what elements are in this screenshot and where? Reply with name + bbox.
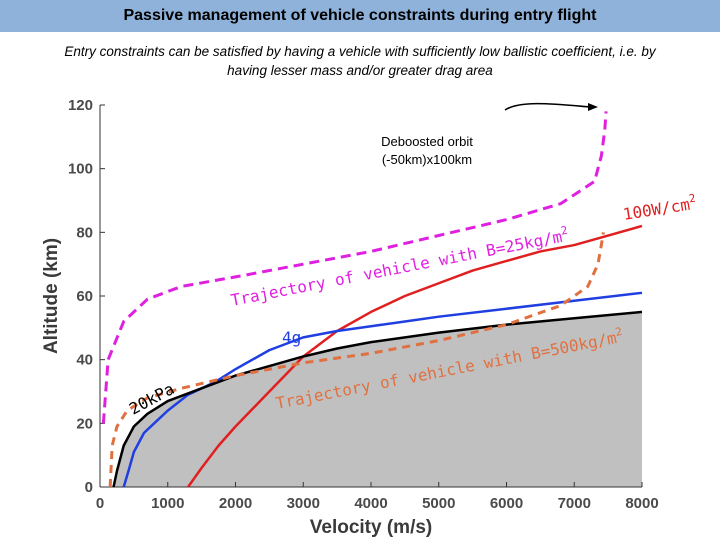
x-tick-label: 1000 — [151, 495, 184, 512]
subtitle-line-2: having lesser mass and/or greater drag a… — [227, 63, 493, 78]
x-tick-label: 2000 — [219, 495, 252, 512]
shaded-region — [113, 311, 643, 487]
heat-flux-line — [187, 224, 643, 488]
deboost-label-line1: Deboosted orbit — [381, 134, 473, 149]
x-tick-label: 7000 — [558, 495, 591, 512]
y-tick-label: 60 — [76, 288, 93, 305]
y-tick-label: 120 — [68, 97, 93, 114]
y-tick-label: 0 — [85, 479, 93, 496]
y-tick-label: 100 — [68, 161, 93, 178]
deboost-label-line2: (-50km)x100km — [382, 152, 472, 167]
x-axis-title: Velocity (m/s) — [310, 517, 433, 538]
deboost-arrow — [504, 102, 591, 111]
x-tick-label: 3000 — [287, 495, 320, 512]
x-tick-label: 8000 — [625, 495, 658, 512]
x-tick-label: 0 — [96, 495, 104, 512]
title-bar: Passive management of vehicle constraint… — [0, 0, 720, 32]
deboost-arrowhead — [588, 103, 598, 111]
y-tick-label: 40 — [76, 352, 93, 369]
trajectory-high-b-line — [108, 232, 605, 488]
g-load-label: 4g — [282, 328, 301, 347]
subtitle-line-1: Entry constraints can be satisfied by ha… — [64, 44, 656, 59]
trajectory-low-b-line — [101, 111, 608, 424]
y-tick-label: 20 — [76, 415, 93, 432]
pressure-line — [112, 310, 643, 488]
x-tick-label: 6000 — [490, 495, 523, 512]
y-tick-label: 80 — [76, 224, 93, 241]
y-axis-title: Altitude (km) — [41, 238, 62, 354]
slide-subtitle: Entry constraints can be satisfied by ha… — [20, 42, 700, 80]
x-tick-label: 4000 — [354, 495, 387, 512]
g-load-line — [122, 291, 643, 488]
slide-title: Passive management of vehicle constraint… — [123, 7, 597, 24]
x-tick-label: 5000 — [422, 495, 455, 512]
